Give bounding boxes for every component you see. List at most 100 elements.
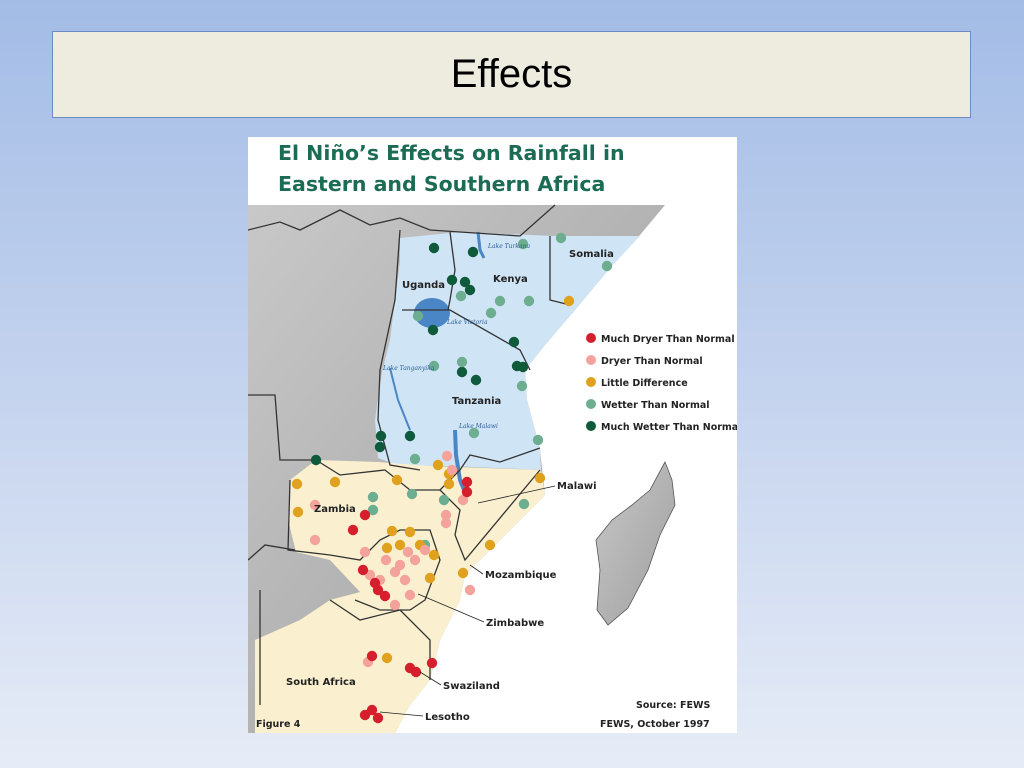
dot-little-difference: [484, 539, 496, 551]
dot-little-difference: [292, 506, 304, 518]
dot-much-wetter: [427, 324, 439, 336]
source-line2: FEWS, October 1997: [600, 719, 710, 730]
dot-wetter: [455, 290, 467, 302]
label-kenya: Kenya: [493, 274, 528, 285]
lake-turkana: [476, 231, 486, 259]
dot-dryer: [389, 566, 401, 578]
source-line1: Source: FEWS: [636, 700, 710, 711]
dot-little-difference: [381, 652, 393, 664]
label-south-africa: South Africa: [286, 677, 356, 688]
dot-little-difference: [394, 539, 406, 551]
label-lesotho: Lesotho: [425, 712, 470, 723]
dot-much-wetter: [467, 246, 479, 258]
dot-wetter: [412, 310, 424, 322]
dot-wetter: [601, 260, 613, 272]
dot-much-wetter: [428, 242, 440, 254]
dot-wetter: [516, 380, 528, 392]
dot-much-wetter: [375, 430, 387, 442]
legend-swatch-wetter: [586, 399, 596, 409]
label-mozambique: Mozambique: [485, 570, 557, 581]
dot-dryer: [440, 517, 452, 529]
dot-little-difference: [424, 572, 436, 584]
legend-swatch-dryer: [586, 355, 596, 365]
lake-label-tanganyika: Lake Tanganyika: [382, 365, 435, 372]
lake-label-malawi: Lake Malawi: [458, 423, 498, 430]
dot-dryer: [359, 546, 371, 558]
legend-swatch-little-difference: [586, 377, 596, 387]
dot-much-dryer: [410, 666, 422, 678]
dot-wetter: [485, 307, 497, 319]
dot-wetter: [518, 498, 530, 510]
dot-dryer: [409, 554, 421, 566]
dot-wetter: [367, 491, 379, 503]
dot-wetter: [532, 434, 544, 446]
dot-little-difference: [457, 567, 469, 579]
dot-little-difference: [386, 525, 398, 537]
legend: Much Dryer Than Normal Dryer Than Normal…: [586, 333, 737, 433]
lake-label-victoria: Lake Victoria: [446, 319, 488, 326]
legend-much-dryer: Much Dryer Than Normal: [601, 334, 735, 345]
dot-much-dryer: [347, 524, 359, 536]
dot-little-difference: [534, 472, 546, 484]
label-zimbabwe: Zimbabwe: [486, 618, 544, 629]
dot-dryer: [309, 534, 321, 546]
dot-dryer: [404, 589, 416, 601]
rainfall-dots: [291, 232, 613, 724]
legend-little-difference: Little Difference: [601, 378, 688, 389]
dot-wetter: [468, 427, 480, 439]
dot-much-wetter: [446, 274, 458, 286]
slide-title: Effects: [450, 52, 573, 96]
dot-much-dryer: [426, 657, 438, 669]
dot-much-wetter: [517, 361, 529, 373]
lake-tanganyika: [389, 367, 411, 431]
map-title-line1: El Niño’s Effects on Rainfall in: [278, 141, 625, 165]
label-somalia: Somalia: [569, 249, 614, 260]
dot-dryer: [446, 464, 458, 476]
label-leader-lines: [379, 485, 556, 717]
label-uganda: Uganda: [402, 280, 445, 291]
dot-dryer: [309, 499, 321, 511]
dot-wetter: [494, 295, 506, 307]
label-malawi: Malawi: [557, 481, 597, 492]
dot-wetter: [555, 232, 567, 244]
legend-swatch-much-dryer: [586, 333, 596, 343]
dot-dryer: [464, 584, 476, 596]
dot-dryer: [419, 544, 431, 556]
dot-little-difference: [443, 478, 455, 490]
dot-dryer: [402, 546, 414, 558]
dot-much-dryer: [372, 712, 384, 724]
dot-much-dryer: [461, 486, 473, 498]
dot-little-difference: [432, 459, 444, 471]
dot-much-wetter: [456, 366, 468, 378]
dot-wetter: [406, 488, 418, 500]
dot-much-dryer: [372, 584, 384, 596]
dot-dryer: [441, 450, 453, 462]
dot-much-wetter: [459, 276, 471, 288]
dot-wetter: [523, 295, 535, 307]
dot-little-difference: [404, 526, 416, 538]
dot-wetter: [456, 356, 468, 368]
dot-dryer: [399, 574, 411, 586]
dot-little-difference: [428, 549, 440, 561]
east-africa-region: [375, 232, 640, 470]
lake-label-turkana: Lake Turkana: [487, 243, 530, 250]
dot-little-difference: [291, 478, 303, 490]
label-zambia: Zambia: [314, 504, 356, 515]
lake-malawi: [453, 429, 468, 496]
dot-dryer: [389, 599, 401, 611]
label-swaziland: Swaziland: [443, 681, 500, 692]
dot-much-dryer: [366, 704, 378, 716]
dot-much-wetter: [374, 441, 386, 453]
dot-much-wetter: [508, 336, 520, 348]
dot-little-difference: [391, 474, 403, 486]
dot-wetter: [367, 504, 379, 516]
dot-dryer: [440, 509, 452, 521]
dot-wetter: [428, 360, 440, 372]
dot-much-dryer: [461, 476, 473, 488]
dot-much-wetter: [310, 454, 322, 466]
dot-wetter: [409, 453, 421, 465]
madagascar: [595, 461, 676, 626]
label-tanzania: Tanzania: [452, 396, 501, 407]
legend-much-wetter: Much Wetter Than Normal: [601, 422, 737, 433]
rainfall-map-figure: El Niño’s Effects on Rainfall in Eastern…: [248, 137, 737, 733]
